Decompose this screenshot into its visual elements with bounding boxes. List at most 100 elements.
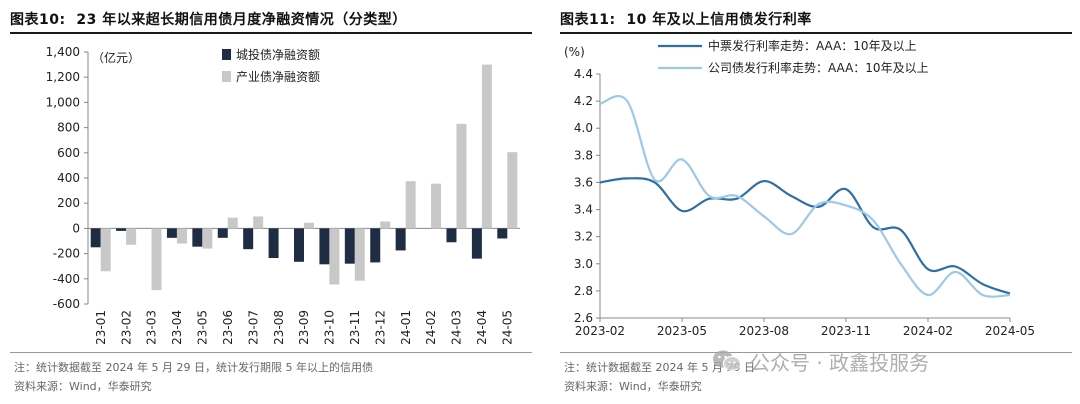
- right-bottom-rule: [560, 352, 1072, 353]
- line-y-tick-label: 3.2: [574, 230, 593, 244]
- right-figure-panel: 图表11: 10 年及以上信用债发行利率 2.6 2.8 3.0 3.2 3.4 3.6 3…: [550, 0, 1080, 404]
- bar-chengtou: [471, 228, 482, 259]
- bar-x-tick-label: 24-02: [424, 310, 438, 345]
- bar-chengtou: [268, 228, 279, 259]
- bar-x-tick-label: 23-01: [94, 310, 108, 345]
- bar-x-tick-label: 23-08: [272, 310, 286, 345]
- bar-x-tick-label: 23-05: [196, 310, 210, 345]
- bar-y-tick-label: 800: [57, 121, 80, 135]
- bar-legend-label: 城投债净融资额: [236, 47, 320, 62]
- line-x-tick-label: 2024-02: [903, 324, 953, 338]
- line-chart: 2.6 2.8 3.0 3.2 3.4 3.6 3.8 4.0 4.2 4.4 2023-02 202…: [564, 38, 1035, 338]
- bar-x-tick-label: 24-05: [500, 310, 514, 345]
- bar-chengtou: [446, 228, 457, 243]
- bar-chanye: [329, 228, 340, 285]
- line-y-tick-label: 3.8: [574, 148, 593, 162]
- bar-chanye: [354, 228, 365, 281]
- bar-x-tick-label: 24-04: [475, 310, 489, 345]
- right-source: 资料来源：Wind，华泰研究: [564, 380, 702, 393]
- bar-chanye: [380, 221, 391, 229]
- line-x-tick-label: 2023-08: [739, 324, 789, 338]
- left-figure-label: 图表10:: [10, 12, 66, 28]
- line-series-zhongpiao: [599, 177, 1011, 295]
- bar-x-tick-label: 23-04: [170, 310, 184, 345]
- line-series-gongsizhai: [599, 95, 1011, 298]
- left-figure-title-text: 23 年以来超长期信用债月度净融资情况（分类型）: [76, 12, 407, 28]
- bar-chanye: [253, 216, 264, 229]
- bar-x-tick-label: 23-07: [246, 310, 260, 345]
- bar-unit-label: （亿元）: [92, 50, 140, 65]
- bar-chanye: [456, 123, 467, 229]
- bar-chengtou: [217, 228, 228, 238]
- bar-legend-label: 产业债净融资额: [236, 70, 320, 84]
- bar-y-tick-label: -200: [53, 247, 80, 261]
- bar-chanye: [304, 222, 314, 229]
- bar-y-tick-label: 400: [57, 171, 80, 185]
- line-y-tick-label: 3.0: [574, 257, 593, 271]
- bar-chengtou: [497, 228, 508, 239]
- bar-y-tick-label: -400: [53, 272, 80, 286]
- right-figure-title-text: 10 年及以上信用债发行利率: [626, 12, 812, 28]
- bar-legend-swatch: [222, 49, 231, 60]
- bar-x-tick-label: 23-02: [119, 310, 133, 345]
- bar-x-tick-label: 23-09: [297, 310, 311, 345]
- bar-chengtou: [243, 228, 254, 250]
- bar-chengtou: [192, 228, 203, 247]
- left-note: 注：统计数据截至 2024 年 5 月 29 日，统计发行期限 5 年以上的信用…: [14, 361, 373, 374]
- watermark: 公众号 · 政鑫投服务: [712, 344, 929, 378]
- bar-chanye: [227, 217, 238, 229]
- bar-x-tick-label: 23-06: [221, 310, 235, 345]
- line-y-tick-label: 3.4: [574, 203, 593, 217]
- right-title-rule: [560, 32, 1072, 34]
- bar-chanye: [100, 228, 111, 272]
- bar-x-tick-label: 24-03: [450, 310, 464, 345]
- bar-y-tick-label: 1,000: [46, 95, 80, 109]
- bar-y-tick-label: 200: [57, 196, 80, 210]
- bar-y-tick-label: 600: [57, 146, 80, 160]
- bar-chanye: [151, 228, 162, 291]
- bar-chengtou: [344, 228, 355, 264]
- bar-chengtou: [166, 228, 177, 238]
- bar-chanye: [405, 181, 416, 229]
- left-source: 资料来源：Wind，华泰研究: [14, 380, 152, 393]
- line-y-tick-label: 4.0: [574, 121, 593, 135]
- bar-x-tick-label: 23-03: [145, 310, 159, 345]
- bar-chart: -600 -400 -200 0 200 400 600 800 1,000 1,200 1,400…: [46, 45, 520, 345]
- right-figure-title: 图表11: 10 年及以上信用债发行利率: [560, 9, 812, 29]
- bar-chengtou: [370, 228, 381, 263]
- right-note: 注：统计数据截至 2024 年 5 月 29 日: [564, 361, 755, 374]
- bar-x-tick-label: 23-11: [348, 310, 362, 345]
- line-y-tick-label: 2.8: [574, 284, 593, 298]
- line-y-tick-label: 3.6: [574, 175, 593, 189]
- bar-chanye: [507, 152, 518, 229]
- bar-chengtou: [319, 228, 330, 265]
- line-x-tick-label: 2024-05: [985, 324, 1035, 338]
- left-bottom-rule: [10, 352, 532, 353]
- bar-chanye: [202, 228, 213, 249]
- bar-y-tick-label: -600: [53, 297, 80, 311]
- bar-y-tick-label: 1,400: [46, 45, 80, 59]
- bar-chanye: [176, 228, 187, 244]
- bar-chengtou: [294, 228, 304, 262]
- line-unit-label: (%): [564, 45, 585, 59]
- left-figure-title: 图表10: 23 年以来超长期信用债月度净融资情况（分类型）: [10, 9, 407, 29]
- bar-x-tick-label: 24-01: [399, 310, 413, 345]
- bar-legend-swatch: [222, 71, 231, 82]
- bar-chanye: [126, 228, 137, 245]
- bar-y-tick-label: 1,200: [46, 70, 80, 84]
- bar-x-tick-label: 23-10: [323, 310, 337, 345]
- wechat-icon: [713, 350, 742, 372]
- bar-chengtou: [116, 228, 127, 231]
- bar-x-tick-label: 23-12: [373, 310, 387, 345]
- line-x-tick-label: 2023-02: [575, 324, 625, 338]
- bar-chengtou: [395, 228, 406, 251]
- line-y-tick-label: 4.2: [574, 94, 593, 108]
- watermark-text: 公众号 · 政鑫投服务: [750, 350, 930, 375]
- line-y-tick-label: 4.4: [574, 67, 593, 81]
- line-x-tick-label: 2023-11: [821, 324, 871, 338]
- bar-y-tick-label: 0: [72, 221, 80, 235]
- bar-chanye: [481, 64, 492, 229]
- line-legend-label: 中票发行利率走势：AAA：10年及以上: [708, 38, 917, 53]
- line-y-tick-label: 2.6: [574, 311, 593, 325]
- line-x-tick-label: 2023-05: [657, 324, 707, 338]
